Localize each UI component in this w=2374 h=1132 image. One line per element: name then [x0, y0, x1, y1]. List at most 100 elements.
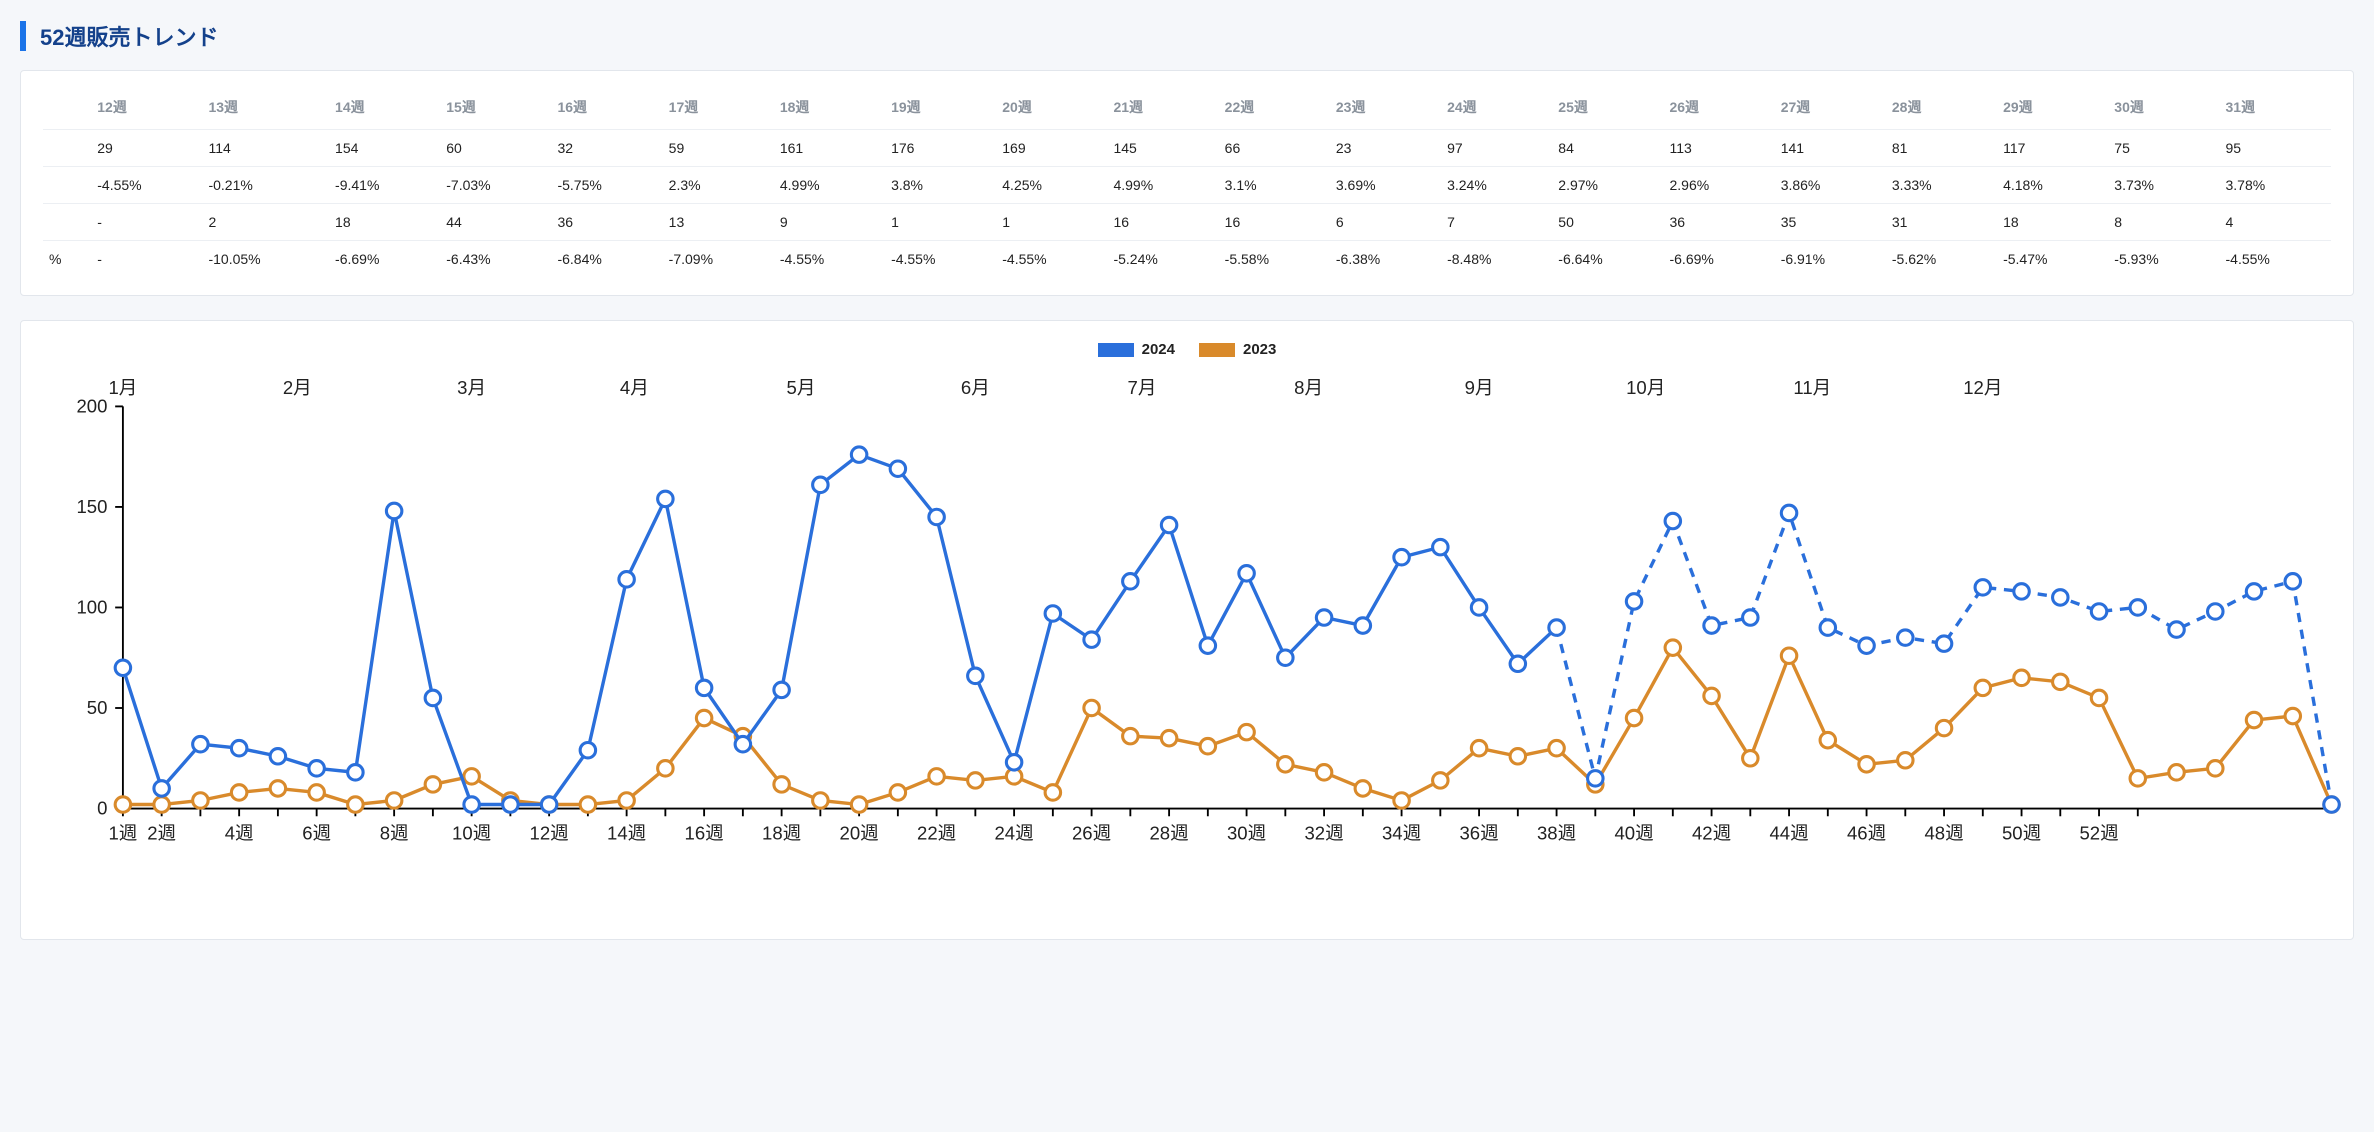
series-marker[interactable] [348, 797, 363, 812]
series-marker[interactable] [1433, 773, 1448, 788]
series-marker[interactable] [2324, 797, 2339, 812]
series-marker[interactable] [1975, 680, 1990, 695]
series-marker[interactable] [890, 461, 905, 476]
series-marker[interactable] [2130, 771, 2145, 786]
series-marker[interactable] [1588, 771, 1603, 786]
series-marker[interactable] [193, 793, 208, 808]
series-marker[interactable] [580, 742, 595, 757]
series-marker[interactable] [580, 797, 595, 812]
series-marker[interactable] [1510, 749, 1525, 764]
series-marker[interactable] [890, 785, 905, 800]
series-marker[interactable] [1084, 632, 1099, 647]
series-marker[interactable] [1471, 740, 1486, 755]
series-marker[interactable] [1239, 566, 1254, 581]
series-marker[interactable] [658, 491, 673, 506]
series-marker[interactable] [270, 749, 285, 764]
series-marker[interactable] [348, 765, 363, 780]
series-marker[interactable] [1006, 755, 1021, 770]
series-marker[interactable] [851, 797, 866, 812]
series-marker[interactable] [2246, 584, 2261, 599]
series-marker[interactable] [464, 769, 479, 784]
series-marker[interactable] [1161, 730, 1176, 745]
series-marker[interactable] [1936, 720, 1951, 735]
series-marker[interactable] [1123, 728, 1138, 743]
series-marker[interactable] [1394, 793, 1409, 808]
series-marker[interactable] [2285, 574, 2300, 589]
series-marker[interactable] [1743, 610, 1758, 625]
series-marker[interactable] [1200, 738, 1215, 753]
series-marker[interactable] [231, 740, 246, 755]
series-marker[interactable] [2091, 604, 2106, 619]
series-marker[interactable] [1704, 688, 1719, 703]
series-marker[interactable] [619, 572, 634, 587]
series-marker[interactable] [1665, 513, 1680, 528]
series-marker[interactable] [270, 781, 285, 796]
series-marker[interactable] [1355, 618, 1370, 633]
series-marker[interactable] [1471, 600, 1486, 615]
series-marker[interactable] [1859, 638, 1874, 653]
series-marker[interactable] [503, 797, 518, 812]
series-marker[interactable] [1549, 740, 1564, 755]
series-marker[interactable] [541, 797, 556, 812]
series-marker[interactable] [2246, 712, 2261, 727]
series-marker[interactable] [2169, 765, 2184, 780]
series-marker[interactable] [2285, 708, 2300, 723]
series-marker[interactable] [851, 447, 866, 462]
series-marker[interactable] [1045, 785, 1060, 800]
series-marker[interactable] [1781, 648, 1796, 663]
series-marker[interactable] [774, 682, 789, 697]
series-marker[interactable] [619, 793, 634, 808]
series-marker[interactable] [2208, 761, 2223, 776]
series-marker[interactable] [1316, 765, 1331, 780]
series-marker[interactable] [813, 793, 828, 808]
series-marker[interactable] [2014, 584, 2029, 599]
series-marker[interactable] [1433, 539, 1448, 554]
series-marker[interactable] [425, 690, 440, 705]
series-marker[interactable] [115, 660, 130, 675]
series-marker[interactable] [696, 710, 711, 725]
series-marker[interactable] [1898, 753, 1913, 768]
series-marker[interactable] [1278, 757, 1293, 772]
series-marker[interactable] [386, 503, 401, 518]
series-marker[interactable] [1316, 610, 1331, 625]
series-marker[interactable] [2053, 590, 2068, 605]
legend-item-2023[interactable]: 2023 [1199, 341, 1276, 358]
series-marker[interactable] [464, 797, 479, 812]
series-marker[interactable] [1820, 620, 1835, 635]
series-marker[interactable] [696, 680, 711, 695]
series-marker[interactable] [1704, 618, 1719, 633]
series-marker[interactable] [425, 777, 440, 792]
series-marker[interactable] [968, 668, 983, 683]
series-marker[interactable] [968, 773, 983, 788]
series-marker[interactable] [1549, 620, 1564, 635]
series-marker[interactable] [929, 769, 944, 784]
series-marker[interactable] [1975, 580, 1990, 595]
series-marker[interactable] [1898, 630, 1913, 645]
series-marker[interactable] [1161, 517, 1176, 532]
series-marker[interactable] [1626, 594, 1641, 609]
legend-item-2024[interactable]: 2024 [1098, 341, 1175, 358]
series-marker[interactable] [2130, 600, 2145, 615]
series-marker[interactable] [1123, 574, 1138, 589]
series-marker[interactable] [193, 736, 208, 751]
series-marker[interactable] [309, 761, 324, 776]
series-marker[interactable] [1665, 640, 1680, 655]
series-marker[interactable] [2053, 674, 2068, 689]
series-marker[interactable] [2169, 622, 2184, 637]
series-marker[interactable] [231, 785, 246, 800]
series-marker[interactable] [929, 509, 944, 524]
series-marker[interactable] [1200, 638, 1215, 653]
series-marker[interactable] [1278, 650, 1293, 665]
series-marker[interactable] [1084, 700, 1099, 715]
series-marker[interactable] [735, 736, 750, 751]
series-marker[interactable] [1510, 656, 1525, 671]
series-marker[interactable] [1045, 606, 1060, 621]
series-marker[interactable] [1394, 549, 1409, 564]
series-marker[interactable] [2208, 604, 2223, 619]
series-marker[interactable] [1239, 724, 1254, 739]
series-marker[interactable] [154, 781, 169, 796]
series-marker[interactable] [386, 793, 401, 808]
series-marker[interactable] [813, 477, 828, 492]
series-marker[interactable] [658, 761, 673, 776]
series-marker[interactable] [1859, 757, 1874, 772]
